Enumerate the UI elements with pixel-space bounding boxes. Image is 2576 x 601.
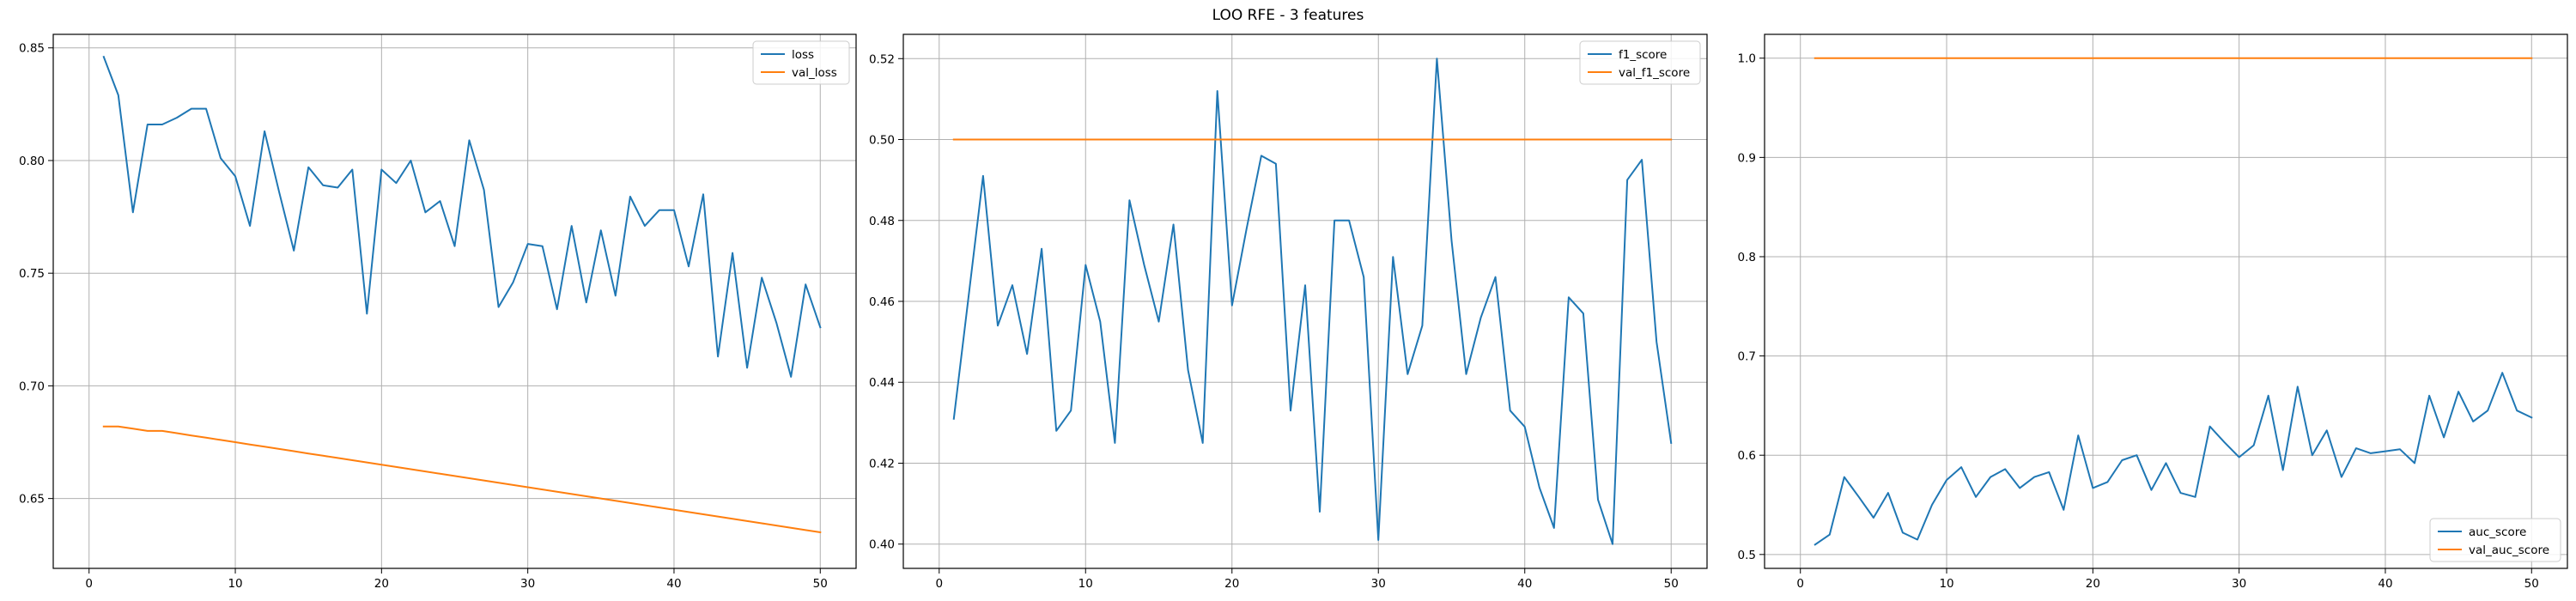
y-tick-label: 0.5 <box>1738 549 1756 562</box>
series-line-f1-score <box>952 58 1673 545</box>
legend-label: f1_score <box>1619 48 1667 62</box>
x-tick-label: 50 <box>2524 577 2539 591</box>
legend-label: val_loss <box>792 66 837 80</box>
x-tick-label: 50 <box>1664 577 1679 591</box>
y-tick-label: 0.80 <box>19 155 45 168</box>
y-tick-label: 0.9 <box>1738 151 1756 165</box>
x-tick-label: 30 <box>1371 577 1386 591</box>
legend: auc_score val_auc_score <box>2429 518 2561 562</box>
axes-frame <box>52 33 857 569</box>
series-line-loss <box>102 55 822 378</box>
y-tick-label: 0.65 <box>19 493 45 507</box>
x-tick-label: 40 <box>1517 577 1532 591</box>
y-tick-label: 0.7 <box>1738 350 1756 364</box>
legend-label: val_f1_score <box>1619 66 1690 80</box>
x-tick-label: 30 <box>520 577 535 591</box>
y-tick-label: 0.70 <box>19 379 45 393</box>
legend-box <box>2429 518 2561 562</box>
y-tick-label: 0.42 <box>869 457 895 470</box>
subplot-2: 0 10 20 30 40 50 0.40 0.42 0.44 0.46 0.48 0.50 0.52 f… <box>869 33 1708 591</box>
y-tick-label: 0.85 <box>19 42 45 56</box>
y-tick-label: 0.46 <box>869 295 895 309</box>
legend: loss val_loss <box>752 40 850 85</box>
legend-box <box>752 40 850 85</box>
x-tick-label: 30 <box>2232 577 2246 591</box>
x-tick-label: 50 <box>813 577 828 591</box>
y-tick-label: 0.75 <box>19 267 45 281</box>
x-tick-label: 20 <box>1224 577 1239 591</box>
legend-label: auc_score <box>2469 525 2526 539</box>
axes-frame <box>1764 33 2568 569</box>
subplot-1: 0 10 20 30 40 50 0.65 0.70 0.75 0.80 0.85 loss val_l… <box>19 33 857 591</box>
subplot-3: 0 10 20 30 40 50 0.5 0.6 0.7 0.8 0.9 1.0 auc_scoreva… <box>1738 33 2568 591</box>
y-tick-label: 0.40 <box>869 538 895 552</box>
series-line-val-loss <box>102 425 822 534</box>
legend-box <box>1579 40 1701 85</box>
figure-title: LOO RFE - 3 features <box>1212 7 1364 24</box>
x-tick-label: 10 <box>1078 577 1093 591</box>
x-tick-label: 20 <box>2086 577 2100 591</box>
x-tick-label: 0 <box>935 577 943 591</box>
legend-label: loss <box>792 48 814 62</box>
x-tick-label: 20 <box>374 577 389 591</box>
y-tick-label: 0.48 <box>869 215 895 228</box>
y-tick-label: 0.44 <box>869 376 895 390</box>
y-tick-label: 0.50 <box>869 134 895 148</box>
x-tick-label: 0 <box>85 577 93 591</box>
x-tick-label: 40 <box>666 577 681 591</box>
legend: f1_score val_f1_score <box>1579 40 1701 85</box>
y-tick-label: 0.8 <box>1738 251 1756 264</box>
x-tick-label: 0 <box>1796 577 1804 591</box>
legend-label: val_auc_score <box>2469 543 2549 557</box>
axes-frame <box>902 33 1708 569</box>
y-tick-label: 1.0 <box>1738 52 1756 66</box>
y-tick-label: 0.52 <box>869 52 895 66</box>
x-tick-label: 10 <box>1939 577 1953 591</box>
series-line-auc-score <box>1814 372 2533 546</box>
y-tick-label: 0.6 <box>1738 449 1756 463</box>
x-tick-label: 10 <box>228 577 242 591</box>
x-tick-label: 40 <box>2378 577 2392 591</box>
